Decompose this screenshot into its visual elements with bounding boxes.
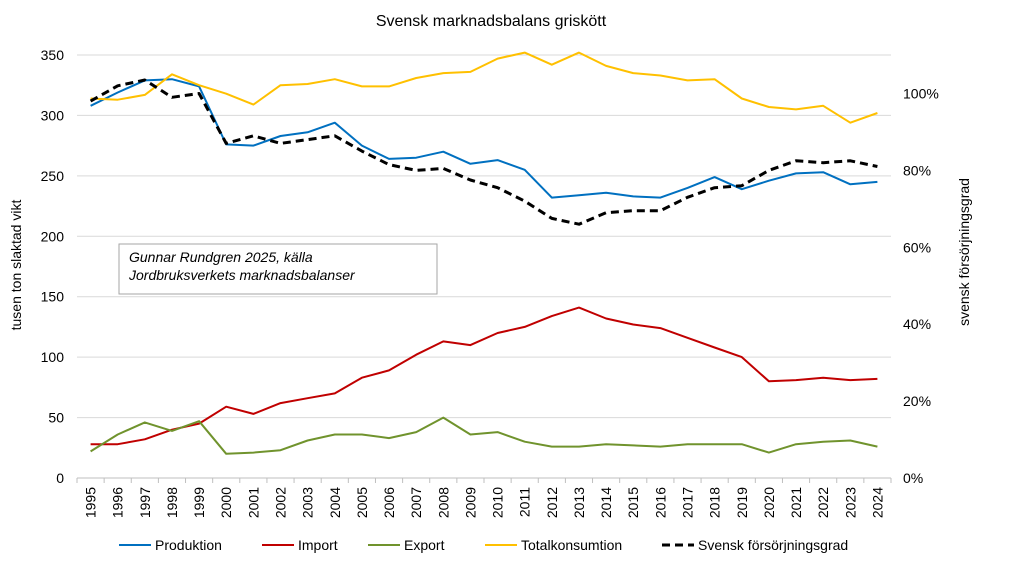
y2-tick-label: 0% xyxy=(903,470,923,486)
x-axis-ticks: 1995 1996 1997 1998 1999 2000 2001 2002 2003 2004… xyxy=(83,487,886,518)
series-line-import xyxy=(90,306,878,446)
x-tick-label: 2004 xyxy=(327,487,343,518)
annotation-line-2: Jordbruksverkets marknadsbalanser xyxy=(128,267,356,283)
y2-tick-label: 100% xyxy=(903,85,939,101)
series-line-produktion xyxy=(90,78,878,199)
y2-tick-label: 80% xyxy=(903,162,931,178)
x-tick-label: 2014 xyxy=(598,487,614,518)
x-tick-label: 2018 xyxy=(707,487,723,518)
gridlines xyxy=(77,54,891,419)
x-tick-label: 2017 xyxy=(680,487,696,518)
right-axis-ticks: 0% 20% 40% 60% 80% 100% xyxy=(903,85,939,486)
series-line-totalkonsumtion xyxy=(90,51,878,124)
y-tick-label: 100 xyxy=(41,349,65,365)
x-tick-label: 2024 xyxy=(869,487,885,518)
legend-label-export: Export xyxy=(404,537,445,553)
legend: Produktion Import Export Totalkonsumtion Sve… xyxy=(119,537,848,553)
legend-label-svensk-forsorjningsgrad: Svensk försörjningsgrad xyxy=(698,537,848,553)
x-tick-label: 1997 xyxy=(137,487,153,518)
x-tick-label: 2019 xyxy=(734,487,750,518)
x-tick-label: 2023 xyxy=(842,487,858,518)
x-tick-label: 2002 xyxy=(273,487,289,518)
x-tick-label: 2021 xyxy=(788,487,804,518)
series-line-svensk-forsorjningsgrad xyxy=(89,78,878,226)
y2-tick-label: 40% xyxy=(903,316,931,332)
annotation-box xyxy=(118,243,438,295)
y-tick-label: 50 xyxy=(48,410,64,426)
y-tick-label: 350 xyxy=(41,47,65,63)
left-axis-ticks: 0 50 100 150 200 250 300 350 xyxy=(41,47,65,486)
x-tick-label: 2022 xyxy=(815,487,831,518)
annotation-line-1: Gunnar Rundgren 2025, källa xyxy=(129,249,313,265)
x-tick-label: 2006 xyxy=(381,487,397,518)
source-annotation: Gunnar Rundgren 2025, källa Jordbruksver… xyxy=(118,243,438,295)
x-tick-label: 1999 xyxy=(191,487,207,518)
series-lines xyxy=(89,51,878,455)
x-tick-label: 2011 xyxy=(517,487,533,517)
y-tick-label: 0 xyxy=(56,470,64,486)
x-tick-label: 2015 xyxy=(625,487,641,518)
x-axis xyxy=(76,477,892,483)
x-tick-label: 2007 xyxy=(408,487,424,518)
x-tick-label: 2000 xyxy=(218,487,234,518)
y-tick-label: 150 xyxy=(41,289,65,305)
x-tick-label: 2010 xyxy=(490,487,506,518)
x-tick-label: 2005 xyxy=(354,487,370,518)
chart-title: Svensk marknadsbalans griskött xyxy=(376,13,607,30)
x-tick-label: 2001 xyxy=(245,487,261,518)
x-tick-label: 1996 xyxy=(110,487,126,518)
x-tick-label: 1995 xyxy=(83,487,99,518)
y-tick-label: 200 xyxy=(41,228,65,244)
right-axis-label: svensk försörjningsgrad xyxy=(956,178,972,326)
legend-label-totalkonsumtion: Totalkonsumtion xyxy=(521,537,622,553)
x-tick-label: 2013 xyxy=(571,487,587,518)
x-tick-label: 2012 xyxy=(544,487,560,518)
legend-label-produktion: Produktion xyxy=(155,537,222,553)
x-tick-label: 2008 xyxy=(435,487,451,518)
y2-tick-label: 60% xyxy=(903,239,931,255)
legend-label-import: Import xyxy=(298,537,338,553)
x-tick-label: 1998 xyxy=(164,487,180,518)
left-axis-label: tusen ton slaktad vikt xyxy=(8,200,24,331)
y-tick-label: 250 xyxy=(41,168,65,184)
x-tick-label: 2020 xyxy=(761,487,777,518)
x-tick-label: 2016 xyxy=(652,487,668,518)
series-line-export xyxy=(90,416,878,455)
x-tick-label: 2003 xyxy=(300,487,316,518)
x-tick-label: 2009 xyxy=(462,487,478,518)
y-tick-label: 300 xyxy=(41,107,65,123)
y2-tick-label: 20% xyxy=(903,393,931,409)
